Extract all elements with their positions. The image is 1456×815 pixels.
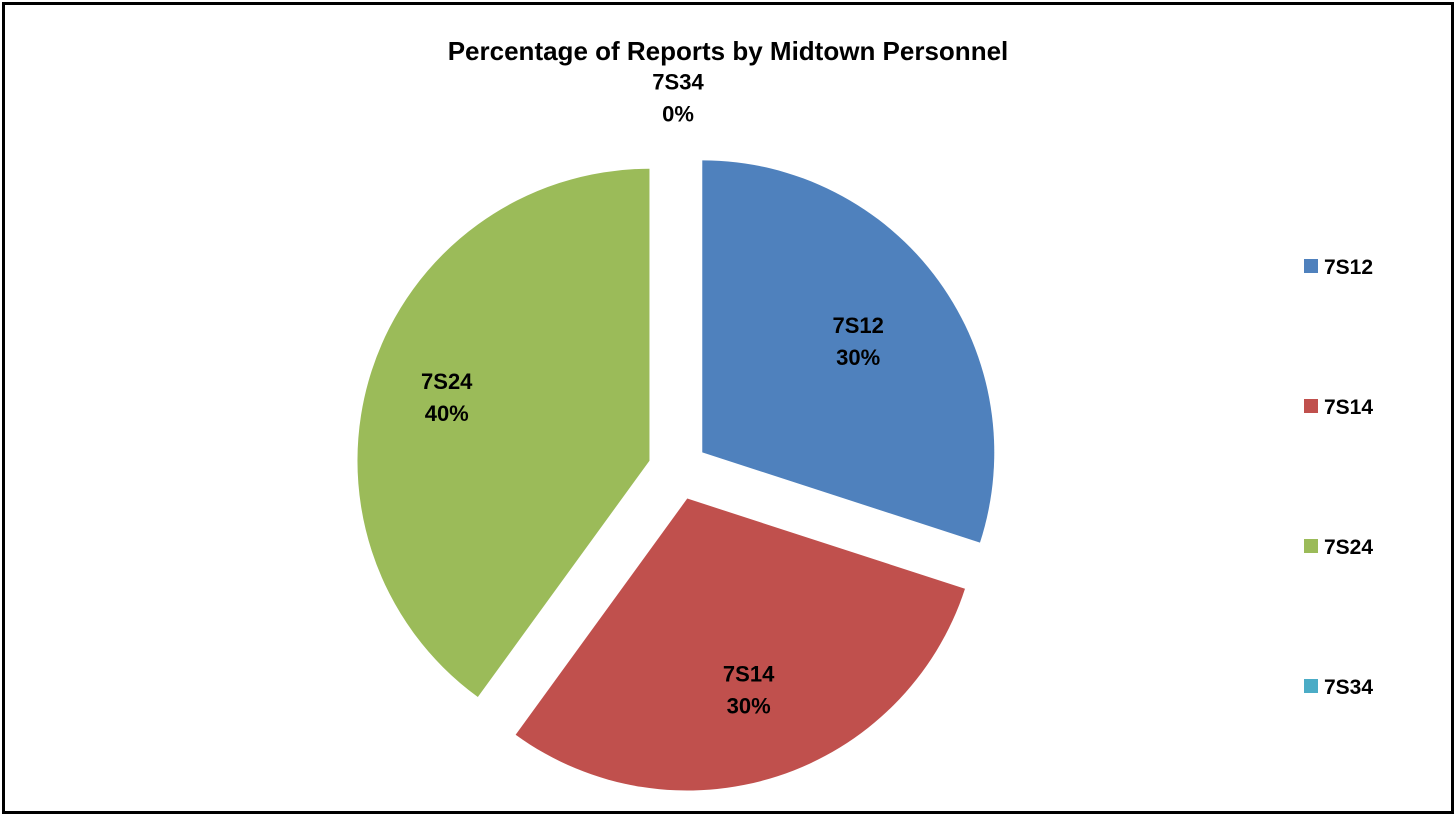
slice-label-7s34: 7S34: [652, 69, 704, 94]
legend-swatch-7s12: [1304, 259, 1318, 273]
slice-value-7s34: 0%: [662, 101, 694, 126]
legend-label-7s24: 7S24: [1324, 536, 1373, 559]
pie-slices: [357, 160, 994, 790]
slice-label-7s12: 7S12: [832, 313, 883, 338]
chart-title: Percentage of Reports by Midtown Personn…: [448, 36, 1009, 66]
legend-label-7s14: 7S14: [1324, 396, 1373, 419]
slice-value-7s14: 30%: [727, 693, 771, 718]
slice-value-7s24: 40%: [425, 401, 469, 426]
slice-label-7s24: 7S24: [421, 369, 473, 394]
legend-swatch-7s14: [1304, 399, 1318, 413]
legend-swatch-7s24: [1304, 539, 1318, 553]
legend-label-7s34: 7S34: [1324, 676, 1373, 699]
legend: 7S12 7S14 7S24 7S34: [1304, 256, 1373, 699]
legend-swatch-7s34: [1304, 679, 1318, 693]
slice-label-7s14: 7S14: [723, 661, 775, 686]
slice-value-7s12: 30%: [836, 345, 880, 370]
legend-label-7s12: 7S12: [1324, 256, 1373, 279]
